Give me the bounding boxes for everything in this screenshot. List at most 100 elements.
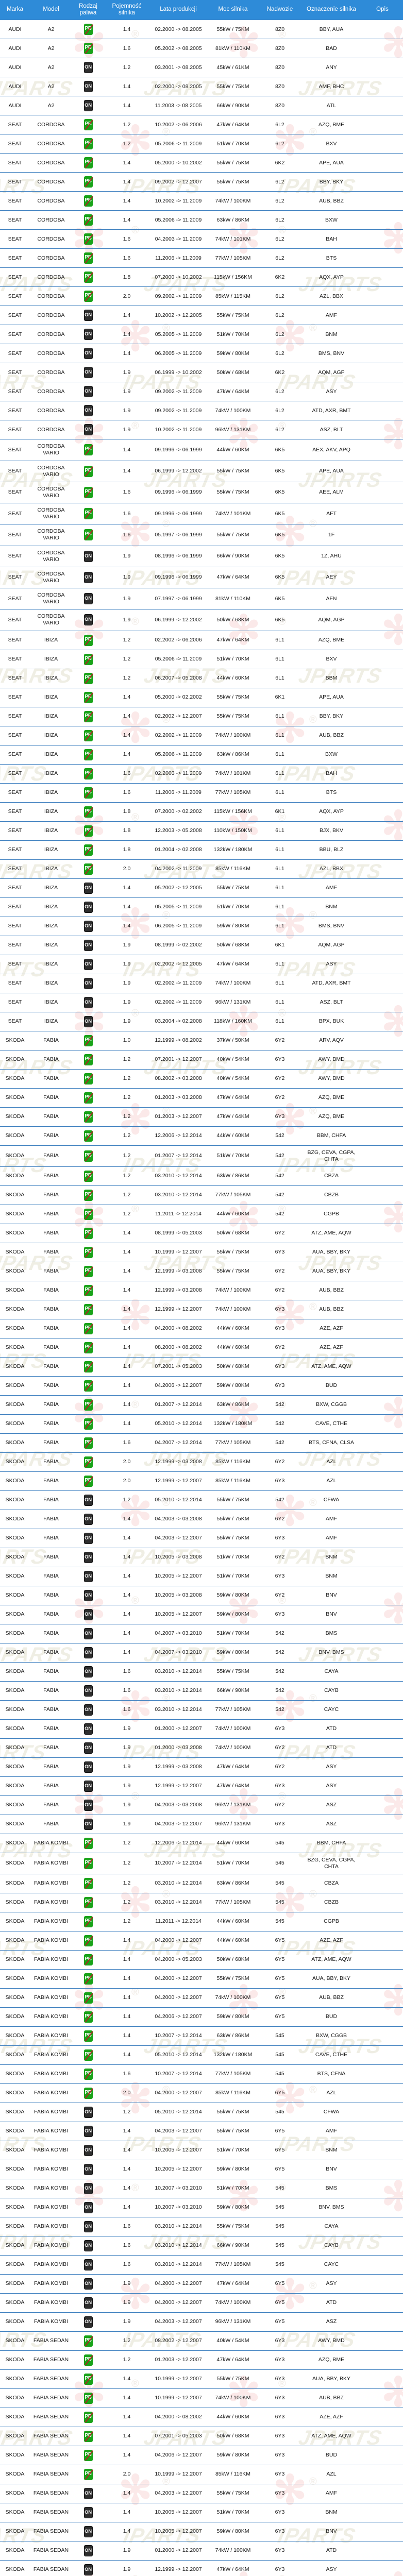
table-row[interactable]: SEAT IBIZA ON 1.9 03.2004 -> 02.2008 118kW / … — [0, 1011, 403, 1031]
table-row[interactable]: SKODA FABIA ON 1.9 12.1999 -> 12.2007 47kW / … — [0, 1776, 403, 1796]
table-row[interactable]: SKODA FABIA KOMBI PB 1.4 04.2000 -> 05.2003 5… — [0, 1950, 403, 1970]
table-row[interactable]: SKODA FABIA KOMBI PB 1.4 04.2000 -> 12.2007 5… — [0, 1969, 403, 1989]
table-row[interactable]: SKODA FABIA KOMBI ON 1.9 04.2000 -> 12.2007 7… — [0, 2293, 403, 2313]
table-row[interactable]: SKODA FABIA ON 1.9 04.2003 -> 03.2008 96kW / … — [0, 1795, 403, 1815]
table-row[interactable]: SKODA FABIA PB 1.4 05.2010 -> 12.2014 132kW /… — [0, 1414, 403, 1434]
table-row[interactable]: SEAT IBIZA ON 1.4 05.2005 -> 11.2009 51kW / 7… — [0, 897, 403, 917]
table-row[interactable]: SKODA FABIA PB 1.4 12.1999 -> 03.2008 74kW / … — [0, 1280, 403, 1300]
table-row[interactable]: SKODA FABIA KOMBI PB 2.0 04.2000 -> 12.2007 8… — [0, 2083, 403, 2104]
table-row[interactable]: SKODA FABIA KOMBI PB 1.2 03.2010 -> 12.2014 6… — [0, 1874, 403, 1894]
table-row[interactable]: SKODA FABIA PB 1.2 01.2007 -> 12.2014 51kW / … — [0, 1145, 403, 1167]
table-row[interactable]: SEAT CORDOBA ON 1.4 05.2005 -> 11.2009 51kW /… — [0, 325, 403, 345]
table-row[interactable]: SKODA FABIA SEDAN PB 1.4 10.1999 -> 12.2007 7… — [0, 2388, 403, 2409]
table-row[interactable]: SKODA FABIA ON 1.4 10.2005 -> 03.2008 51kW / … — [0, 1547, 403, 1567]
table-row[interactable]: SKODA FABIA ON 1.4 04.2003 -> 12.2007 55kW / … — [0, 1528, 403, 1548]
table-row[interactable]: SKODA FABIA SEDAN PB 1.2 08.2002 -> 12.2007 4… — [0, 2331, 403, 2351]
table-row[interactable]: SKODA FABIA ON 1.6 03.2010 -> 12.2014 77kW / … — [0, 1700, 403, 1720]
column-header-marka[interactable]: Marka — [0, 0, 30, 20]
table-row[interactable]: SEAT IBIZA PB 1.6 02.2003 -> 11.2009 74kW / 1… — [0, 764, 403, 784]
table-row[interactable]: AUDI A2 ON 1.4 02.2000 -> 08.2005 55kW / 75KM… — [0, 77, 403, 97]
table-row[interactable]: SKODA FABIA PB 2.0 12.1999 -> 12.2007 85kW / … — [0, 1471, 403, 1491]
table-row[interactable]: SKODA FABIA PB 1.4 07.2001 -> 05.2003 50kW / … — [0, 1357, 403, 1377]
table-row[interactable]: SKODA FABIA PB 1.4 12.1999 -> 12.2007 74kW / … — [0, 1299, 403, 1319]
table-row[interactable]: SEAT CORDOBA VARIO ON 1.9 08.1996 -> 06.1999… — [0, 545, 403, 567]
table-row[interactable]: SKODA FABIA PB 1.4 04.2006 -> 12.2007 59kW / … — [0, 1376, 403, 1396]
table-row[interactable]: SKODA FABIA KOMBI PB 1.2 11.2011 -> 12.2014 4… — [0, 1912, 403, 1932]
table-row[interactable]: SEAT IBIZA PB 1.4 02.2002 -> 11.2009 74kW / 1… — [0, 725, 403, 745]
column-header-capacity[interactable]: Pojemność silnika — [104, 0, 149, 20]
table-row[interactable]: SKODA FABIA KOMBI PB 1.4 10.2007 -> 12.2014 6… — [0, 2026, 403, 2046]
table-row[interactable]: SKODA FABIA KOMBI ON 1.9 04.2003 -> 12.2007 9… — [0, 2312, 403, 2332]
table-row[interactable]: SKODA FABIA KOMBI ON 1.4 10.2005 -> 12.2007 5… — [0, 2141, 403, 2161]
table-row[interactable]: SKODA FABIA SEDAN PB 1.4 07.2001 -> 05.2003 5… — [0, 2427, 403, 2447]
column-header-desc[interactable]: Opis — [362, 0, 403, 20]
table-row[interactable]: SKODA FABIA ON 1.4 10.2005 -> 03.2008 59kW / … — [0, 1585, 403, 1605]
table-row[interactable]: SEAT CORDOBA ON 1.9 09.2002 -> 11.2009 74kW /… — [0, 401, 403, 421]
table-row[interactable]: SEAT CORDOBA ON 1.9 10.2002 -> 11.2009 96kW /… — [0, 420, 403, 440]
table-row[interactable]: SKODA FABIA SEDAN ON 1.4 04.2003 -> 12.2007 5… — [0, 2484, 403, 2504]
table-row[interactable]: SKODA FABIA ON 1.4 04.2007 -> 03.2010 51kW / … — [0, 1623, 403, 1643]
column-header-fuel[interactable]: Rodzaj paliwa — [72, 0, 104, 20]
table-row[interactable]: SKODA FABIA KOMBI ON 1.6 03.2010 -> 12.2014 7… — [0, 2255, 403, 2275]
table-row[interactable]: SKODA FABIA KOMBI PB 1.4 05.2010 -> 12.2014 1… — [0, 2045, 403, 2065]
table-row[interactable]: SKODA FABIA PB 1.4 01.2007 -> 12.2014 63kW / … — [0, 1395, 403, 1415]
table-row[interactable]: AUDI A2 ON 1.4 11.2003 -> 08.2005 66kW / 90KM… — [0, 96, 403, 116]
table-row[interactable]: SKODA FABIA ON 1.9 04.2003 -> 12.2007 96kW / … — [0, 1814, 403, 1834]
table-row[interactable]: SKODA FABIA PB 1.2 01.2003 -> 12.2007 47kW / … — [0, 1107, 403, 1127]
table-row[interactable]: SKODA FABIA KOMBI PB 1.6 10.2007 -> 12.2014 7… — [0, 2064, 403, 2084]
table-row[interactable]: SKODA FABIA PB 1.2 01.2003 -> 03.2008 47kW / … — [0, 1088, 403, 1108]
table-row[interactable]: SKODA FABIA PB 1.4 10.1999 -> 12.2007 55kW / … — [0, 1242, 403, 1262]
table-row[interactable]: SEAT CORDOBA VARIO ON 1.9 06.1999 -> 12.2002… — [0, 609, 403, 631]
table-row[interactable]: SKODA FABIA KOMBI ON 1.9 04.2000 -> 12.2007 4… — [0, 2274, 403, 2294]
table-row[interactable]: SEAT IBIZA ON 1.4 06.2005 -> 11.2009 59kW / 8… — [0, 916, 403, 936]
table-row[interactable]: SKODA FABIA KOMBI ON 1.4 10.2007 -> 03.2010 5… — [0, 2198, 403, 2218]
table-row[interactable]: SKODA FABIA ON 1.4 10.2005 -> 12.2007 59kW / … — [0, 1604, 403, 1624]
table-row[interactable]: SKODA FABIA PB 1.4 12.1999 -> 03.2008 55kW / … — [0, 1261, 403, 1281]
table-row[interactable]: SKODA FABIA ON 1.9 01.2000 -> 12.2007 74kW / … — [0, 1719, 403, 1739]
table-row[interactable]: SKODA FABIA SEDAN ON 1.4 10.2005 -> 12.2007 5… — [0, 2522, 403, 2542]
column-header-years[interactable]: Lata produkcji — [149, 0, 207, 20]
table-row[interactable]: SKODA FABIA KOMBI PB 1.4 04.2000 -> 12.2007 7… — [0, 1988, 403, 2008]
table-row[interactable]: SKODA FABIA ON 1.9 12.1999 -> 03.2008 47kW / … — [0, 1757, 403, 1777]
table-row[interactable]: SEAT CORDOBA VARIO ON 1.9 07.1997 -> 06.1999… — [0, 588, 403, 610]
table-row[interactable]: SKODA FABIA KOMBI ON 1.6 03.2010 -> 12.2014 6… — [0, 2236, 403, 2256]
column-header-model[interactable]: Model — [30, 0, 72, 20]
table-row[interactable]: SKODA FABIA PB 1.4 08.2000 -> 08.2002 44kW / … — [0, 1337, 403, 1358]
table-row[interactable]: SKODA FABIA PB 1.4 04.2000 -> 08.2002 44kW / … — [0, 1318, 403, 1338]
table-row[interactable]: SKODA FABIA SEDAN PB 1.2 01.2003 -> 12.2007 4… — [0, 2350, 403, 2370]
table-row[interactable]: SKODA FABIA KOMBI PB 1.2 10.2007 -> 12.2014 5… — [0, 1852, 403, 1875]
table-row[interactable]: SEAT CORDOBA ON 1.9 06.1999 -> 10.2002 50kW /… — [0, 363, 403, 383]
table-row[interactable]: SEAT IBIZA ON 1.9 02.2002 -> 11.2009 74kW / 1… — [0, 973, 403, 993]
table-row[interactable]: SKODA FABIA KOMBI ON 1.4 10.2007 -> 03.2010 5… — [0, 2179, 403, 2199]
table-row[interactable]: SEAT CORDOBA VARIO ON 1.9 09.1996 -> 06.1999… — [0, 566, 403, 589]
table-row[interactable]: SEAT IBIZA ON 1.9 08.1999 -> 02.2002 50kW / 6… — [0, 935, 403, 955]
table-row[interactable]: SEAT IBIZA ON 1.9 02.2002 -> 12.2005 47kW / 6… — [0, 954, 403, 974]
table-row[interactable]: SKODA FABIA PB 1.2 03.2010 -> 12.2014 63kW / … — [0, 1166, 403, 1186]
table-row[interactable]: SKODA FABIA KOMBI ON 1.4 10.2005 -> 12.2007 5… — [0, 2160, 403, 2180]
column-header-engine-code[interactable]: Oznaczenie silnika — [301, 0, 362, 20]
table-row[interactable]: SKODA FABIA SEDAN ON 1.9 01.2000 -> 12.2007 7… — [0, 2541, 403, 2561]
table-row[interactable]: SKODA FABIA ON 1.4 04.2007 -> 03.2010 59kW / … — [0, 1642, 403, 1663]
table-row[interactable]: SEAT IBIZA PB 1.4 05.2000 -> 02.2002 55kW / 7… — [0, 687, 403, 707]
table-row[interactable]: SEAT IBIZA PB 2.0 04.2002 -> 11.2009 85kW / 1… — [0, 859, 403, 879]
table-row[interactable]: SEAT IBIZA PB 1.2 06.2007 -> 05.2008 44kW / 6… — [0, 668, 403, 688]
table-row[interactable]: SEAT CORDOBA ON 1.9 09.2002 -> 11.2009 47kW /… — [0, 382, 403, 402]
table-row[interactable]: SEAT IBIZA PB 1.4 02.2002 -> 12.2007 55kW / 7… — [0, 706, 403, 726]
column-header-body[interactable]: Nadwozie — [259, 0, 301, 20]
table-row[interactable]: SEAT CORDOBA ON 1.4 06.2005 -> 11.2009 59kW /… — [0, 344, 403, 364]
table-row[interactable]: SKODA FABIA SEDAN PB 1.4 04.2000 -> 08.2002 4… — [0, 2408, 403, 2428]
table-row[interactable]: SKODA FABIA KOMBI PB 1.4 04.2006 -> 12.2007 5… — [0, 2007, 403, 2027]
table-row[interactable]: SEAT CORDOBA ON 1.4 10.2002 -> 12.2005 55kW /… — [0, 306, 403, 326]
